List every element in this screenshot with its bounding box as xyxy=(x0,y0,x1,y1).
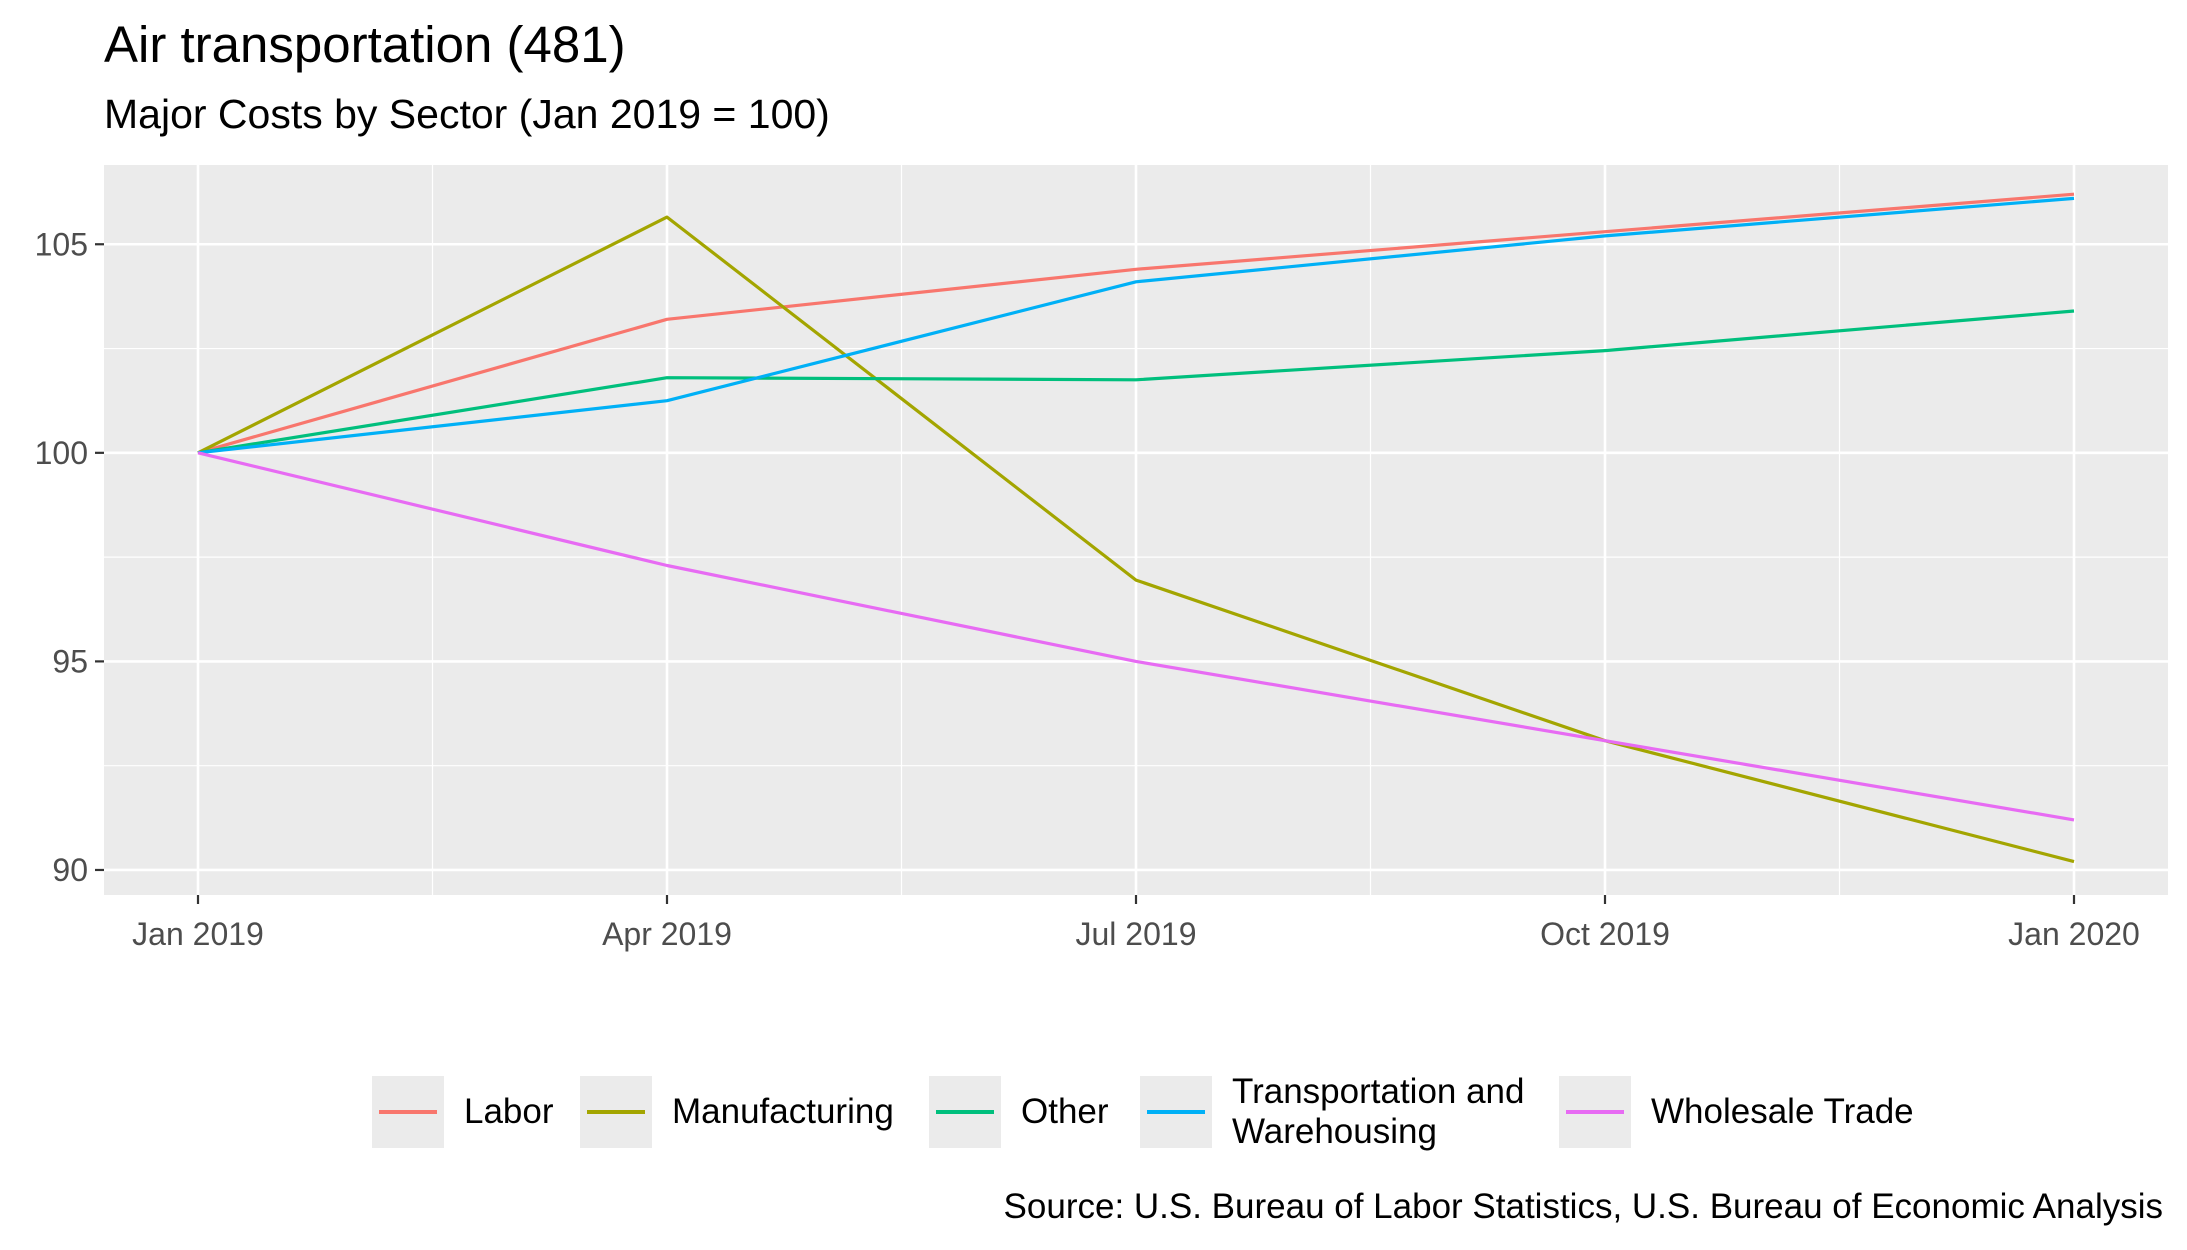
legend-label: Other xyxy=(1021,1092,1109,1131)
legend-label: Transportation and Warehousing xyxy=(1232,1072,1525,1151)
y-tick-label: 105 xyxy=(35,226,88,262)
chart-subtitle: Major Costs by Sector (Jan 2019 = 100) xyxy=(104,91,830,137)
legend: Labor Manufacturing Other Transportation an… xyxy=(0,1072,2187,1151)
series-line-labor xyxy=(197,192,2075,455)
series-line-transportation-and-warehousing xyxy=(197,196,2075,455)
line-chart: 90 95 100 105 Jan 2019 Apr 2019 Jul 2019 Oct 20… xyxy=(35,165,2168,952)
legend-swatch xyxy=(1147,1110,1205,1114)
legend-key xyxy=(1559,1076,1631,1148)
legend-item-wholesale-trade: Wholesale Trade xyxy=(1559,1076,1914,1148)
legend-item-labor: Labor xyxy=(372,1076,554,1148)
legend-key xyxy=(1140,1076,1212,1148)
legend-key xyxy=(929,1076,1001,1148)
legend-swatch xyxy=(936,1110,994,1114)
legend-label: Manufacturing xyxy=(672,1092,894,1131)
legend-item-manufacturing: Manufacturing xyxy=(580,1076,894,1148)
legend-swatch xyxy=(1566,1110,1624,1114)
legend-swatch xyxy=(379,1110,437,1114)
chart-title: Air transportation (481) xyxy=(104,16,626,73)
legend-key xyxy=(580,1076,652,1148)
legend-item-other: Other xyxy=(929,1076,1109,1148)
y-tick-label: 90 xyxy=(52,852,88,888)
x-tick-label: Jan 2020 xyxy=(2008,916,2140,952)
legend-item-transportation-and-warehousing: Transportation and Warehousing xyxy=(1140,1072,1525,1151)
y-tick-label: 100 xyxy=(35,435,88,471)
series-line-wholesale-trade xyxy=(197,451,2075,822)
x-tick-label: Apr 2019 xyxy=(602,916,732,952)
legend-label: Wholesale Trade xyxy=(1651,1092,1914,1131)
series-line-manufacturing xyxy=(197,215,2075,864)
legend-key xyxy=(372,1076,444,1148)
y-tick-label: 95 xyxy=(52,643,88,679)
legend-label: Labor xyxy=(464,1092,554,1131)
source-caption: Source: U.S. Bureau of Labor Statistics,… xyxy=(1003,1187,2163,1226)
x-tick-label: Jul 2019 xyxy=(1076,916,1197,952)
series-line-other xyxy=(197,309,2075,455)
x-tick-label: Jan 2019 xyxy=(132,916,264,952)
x-tick-label: Oct 2019 xyxy=(1540,916,1670,952)
legend-swatch xyxy=(587,1110,645,1114)
